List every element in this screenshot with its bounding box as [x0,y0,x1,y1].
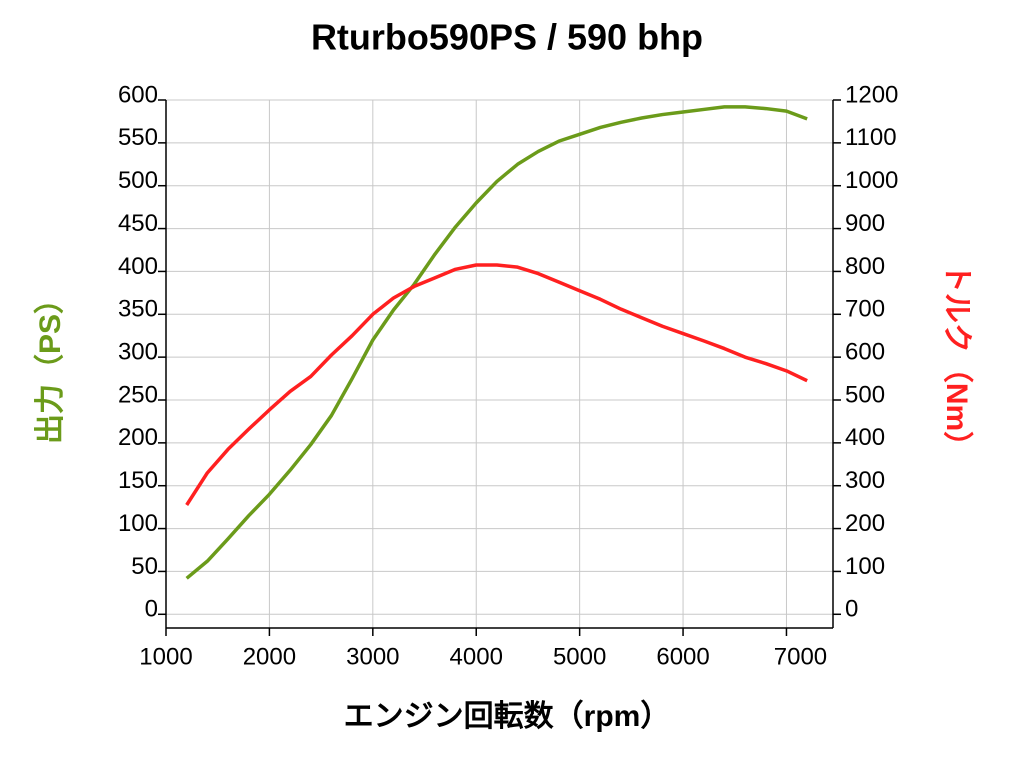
y2-tick-label: 100 [845,553,885,580]
x-tick-label: 5000 [553,643,606,670]
y-tick-label: 300 [118,338,158,365]
x-tick-label: 4000 [450,643,503,670]
y-tick-label: 100 [118,510,158,537]
y-tick-label: 350 [118,296,158,323]
y2-axis-label: トルク（Nm） [940,263,974,461]
y2-tick-label: 0 [845,596,858,623]
y2-tick-label: 500 [845,381,885,408]
y-tick-label: 500 [118,167,158,194]
y-tick-label: 600 [118,81,158,108]
y-tick-label: 200 [118,424,158,451]
y-tick-label: 0 [145,596,158,623]
y-tick-label: 450 [118,210,158,237]
y-tick-label: 400 [118,253,158,280]
y2-tick-label: 1100 [845,124,897,151]
y2-tick-label: 700 [845,296,885,323]
x-axis-label: エンジン回転数（rpm） [344,699,671,733]
y-tick-label: 50 [131,553,158,580]
y2-tick-label: 400 [845,424,885,451]
x-tick-label: 6000 [656,643,709,670]
y2-tick-label: 300 [845,467,885,494]
y2-tick-label: 1200 [845,81,898,108]
chart-title: Rturbo590PS / 590 bhp [311,17,703,58]
line-series [185,105,808,580]
y2-tick-label: 600 [845,338,885,365]
x-tick-label: 3000 [346,643,399,670]
y2-tick-label: 200 [845,510,885,537]
y2-tick-label: 800 [845,253,885,280]
y-tick-label: 150 [118,467,158,494]
line-series [185,263,808,506]
y-axis-label: 出力（PS） [33,284,67,444]
x-tick-label: 7000 [774,643,827,670]
y2-tick-label: 900 [845,210,885,237]
y-tick-label: 550 [118,124,158,151]
y-tick-label: 250 [118,381,158,408]
x-tick-label: 1000 [139,643,192,670]
x-tick-label: 2000 [243,643,296,670]
y2-tick-label: 1000 [845,167,898,194]
